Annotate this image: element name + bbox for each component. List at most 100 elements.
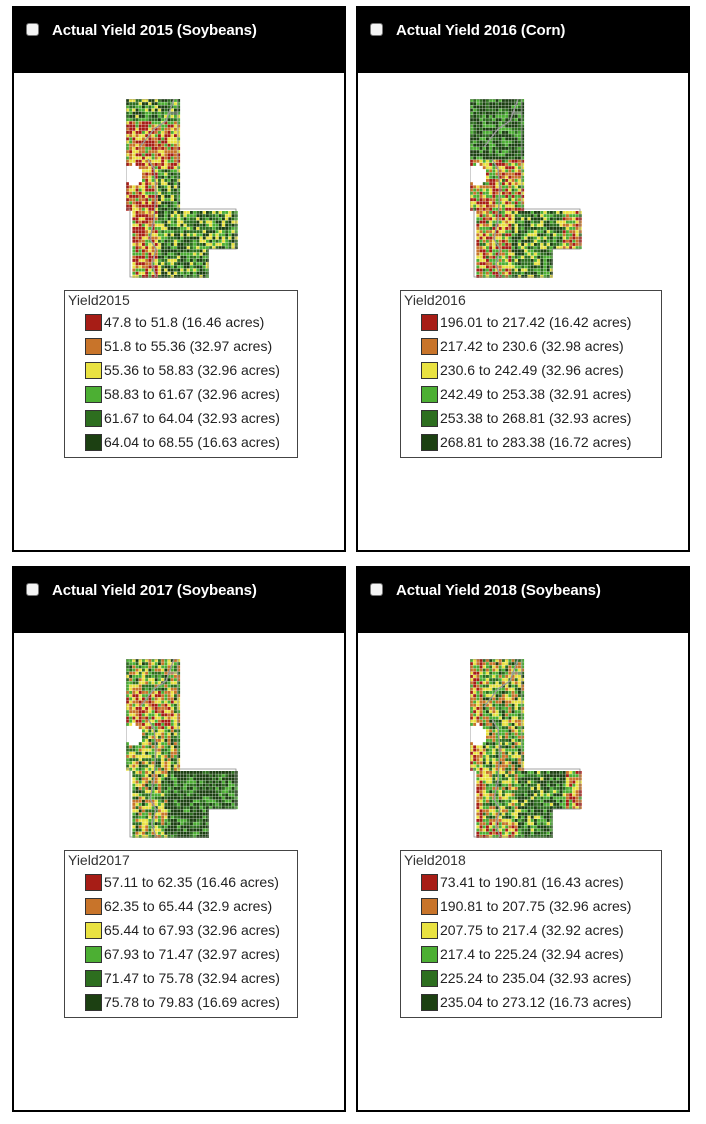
- panel-title: Actual Yield 2015 (Soybeans): [52, 22, 257, 39]
- legend-item: 47.8 to 51.8 (16.46 acres): [85, 311, 264, 333]
- legend-label: 61.67 to 64.04 (32.93 acres): [104, 410, 280, 426]
- panel-header: Actual Yield 2016 (Corn): [356, 6, 690, 73]
- legend-label: 253.38 to 268.81 (32.93 acres): [440, 410, 632, 426]
- legend-title: Yield2017: [68, 852, 130, 868]
- panel-body: Yield2017 57.11 to 62.35 (16.46 acres) 62…: [12, 633, 346, 1112]
- legend-item: 55.36 to 58.83 (32.96 acres): [85, 359, 280, 381]
- legend-swatch: [85, 337, 102, 355]
- legend-item: 207.75 to 217.4 (32.92 acres): [421, 919, 624, 941]
- legend-swatch: [421, 969, 438, 987]
- legend-label: 64.04 to 68.55 (16.63 acres): [104, 434, 280, 450]
- legend-swatch: [85, 945, 102, 963]
- legend-label: 47.8 to 51.8 (16.46 acres): [104, 314, 265, 330]
- legend-label: 73.41 to 190.81 (16.43 acres): [440, 874, 624, 890]
- legend-label: 242.49 to 253.38 (32.91 acres): [440, 386, 632, 402]
- yield-map-image: [470, 99, 582, 278]
- legend-item: 64.04 to 68.55 (16.63 acres): [85, 431, 280, 453]
- legend-label: 225.24 to 235.04 (32.93 acres): [440, 970, 632, 986]
- legend-swatch: [421, 897, 438, 915]
- yield-panel-2: Actual Yield 2016 (Corn) Yield2016 196.0…: [356, 6, 690, 552]
- legend-title: Yield2016: [404, 292, 466, 308]
- legend-swatch: [421, 385, 438, 403]
- yield-map-image: [126, 99, 238, 278]
- legend-label: 55.36 to 58.83 (32.96 acres): [104, 362, 280, 378]
- legend-item: 190.81 to 207.75 (32.96 acres): [421, 895, 631, 917]
- legend-item: 73.41 to 190.81 (16.43 acres): [421, 871, 624, 893]
- legend-item: 253.38 to 268.81 (32.93 acres): [421, 407, 631, 429]
- panel-title: Actual Yield 2016 (Corn): [396, 22, 566, 39]
- legend-swatch: [85, 313, 102, 331]
- panel-header: Actual Yield 2015 (Soybeans): [12, 6, 346, 73]
- legend-swatch: [421, 433, 438, 451]
- panel-body: Yield2016 196.01 to 217.42 (16.42 acres)…: [356, 73, 690, 552]
- yield-panel-1: Actual Yield 2015 (Soybeans) Yield2015 4…: [12, 6, 346, 552]
- legend-label: 71.47 to 75.78 (32.94 acres): [104, 970, 280, 986]
- legend-item: 62.35 to 65.44 (32.9 acres): [85, 895, 272, 917]
- legend-item: 58.83 to 61.67 (32.96 acres): [85, 383, 280, 405]
- legend-swatch: [421, 921, 438, 939]
- yield-panel-3: Actual Yield 2017 (Soybeans) Yield2017 5…: [12, 566, 346, 1112]
- legend-item: 65.44 to 67.93 (32.96 acres): [85, 919, 280, 941]
- layer-checkbox[interactable]: [26, 23, 39, 36]
- legend-item: 268.81 to 283.38 (16.72 acres): [421, 431, 631, 453]
- legend-label: 67.93 to 71.47 (32.97 acres): [104, 946, 280, 962]
- legend-swatch: [421, 337, 438, 355]
- legend-label: 57.11 to 62.35 (16.46 acres): [104, 874, 279, 890]
- panel-body: Yield2018 73.41 to 190.81 (16.43 acres) 1…: [356, 633, 690, 1112]
- legend-swatch: [85, 433, 102, 451]
- legend-swatch: [421, 313, 438, 331]
- legend-swatch: [421, 945, 438, 963]
- yield-legend: Yield2018 73.41 to 190.81 (16.43 acres) 1…: [400, 850, 662, 1018]
- legend-item: 57.11 to 62.35 (16.46 acres): [85, 871, 279, 893]
- legend-swatch: [421, 993, 438, 1011]
- legend-swatch: [85, 409, 102, 427]
- panel-header: Actual Yield 2017 (Soybeans): [12, 566, 346, 633]
- legend-item: 235.04 to 273.12 (16.73 acres): [421, 991, 631, 1013]
- layer-checkbox[interactable]: [26, 583, 39, 596]
- legend-item: 51.8 to 55.36 (32.97 acres): [85, 335, 272, 357]
- legend-label: 65.44 to 67.93 (32.96 acres): [104, 922, 280, 938]
- legend-label: 217.42 to 230.6 (32.98 acres): [440, 338, 624, 354]
- legend-label: 58.83 to 61.67 (32.96 acres): [104, 386, 280, 402]
- legend-swatch: [421, 361, 438, 379]
- panel-body: Yield2015 47.8 to 51.8 (16.46 acres) 51.8…: [12, 73, 346, 552]
- legend-swatch: [85, 969, 102, 987]
- yield-map-image: [470, 659, 582, 838]
- legend-item: 67.93 to 71.47 (32.97 acres): [85, 943, 280, 965]
- panel-title: Actual Yield 2017 (Soybeans): [52, 582, 257, 599]
- yield-legend: Yield2017 57.11 to 62.35 (16.46 acres) 62…: [64, 850, 298, 1018]
- yield-legend: Yield2016 196.01 to 217.42 (16.42 acres)…: [400, 290, 662, 458]
- legend-swatch: [85, 897, 102, 915]
- legend-item: 196.01 to 217.42 (16.42 acres): [421, 311, 631, 333]
- legend-label: 196.01 to 217.42 (16.42 acres): [440, 314, 632, 330]
- legend-title: Yield2018: [404, 852, 466, 868]
- legend-item: 71.47 to 75.78 (32.94 acres): [85, 967, 280, 989]
- legend-label: 190.81 to 207.75 (32.96 acres): [440, 898, 632, 914]
- yield-legend: Yield2015 47.8 to 51.8 (16.46 acres) 51.8…: [64, 290, 298, 458]
- legend-swatch: [85, 361, 102, 379]
- legend-label: 235.04 to 273.12 (16.73 acres): [440, 994, 632, 1010]
- legend-title: Yield2015: [68, 292, 130, 308]
- legend-item: 217.4 to 225.24 (32.94 acres): [421, 943, 624, 965]
- panel-header: Actual Yield 2018 (Soybeans): [356, 566, 690, 633]
- legend-swatch: [85, 993, 102, 1011]
- legend-label: 207.75 to 217.4 (32.92 acres): [440, 922, 624, 938]
- legend-swatch: [85, 385, 102, 403]
- legend-item: 225.24 to 235.04 (32.93 acres): [421, 967, 631, 989]
- layer-checkbox[interactable]: [370, 583, 383, 596]
- legend-label: 230.6 to 242.49 (32.96 acres): [440, 362, 624, 378]
- legend-label: 75.78 to 79.83 (16.69 acres): [104, 994, 280, 1010]
- legend-label: 217.4 to 225.24 (32.94 acres): [440, 946, 624, 962]
- legend-swatch: [85, 921, 102, 939]
- legend-item: 61.67 to 64.04 (32.93 acres): [85, 407, 280, 429]
- legend-swatch: [421, 873, 438, 891]
- yield-panel-4: Actual Yield 2018 (Soybeans) Yield2018 7…: [356, 566, 690, 1112]
- legend-label: 51.8 to 55.36 (32.97 acres): [104, 338, 273, 354]
- legend-label: 62.35 to 65.44 (32.9 acres): [104, 898, 273, 914]
- layer-checkbox[interactable]: [370, 23, 383, 36]
- legend-swatch: [85, 873, 102, 891]
- legend-label: 268.81 to 283.38 (16.72 acres): [440, 434, 632, 450]
- legend-item: 75.78 to 79.83 (16.69 acres): [85, 991, 280, 1013]
- legend-item: 230.6 to 242.49 (32.96 acres): [421, 359, 624, 381]
- yield-map-image: [126, 659, 238, 838]
